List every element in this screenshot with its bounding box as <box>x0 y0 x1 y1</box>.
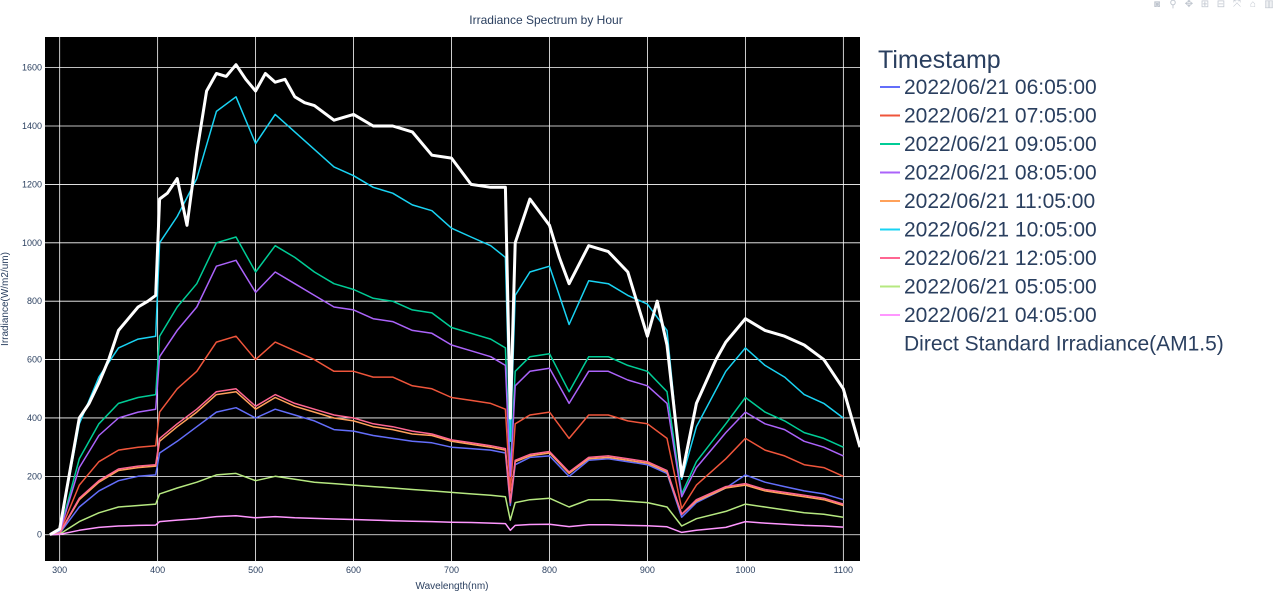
reset-axes-icon[interactable]: ⌂ <box>1249 0 1257 10</box>
series-line <box>49 406 844 536</box>
x-tick-label: 1100 <box>834 565 853 575</box>
legend-item[interactable]: 2022/06/21 06:05:00 <box>904 76 1097 99</box>
x-tick-label: 300 <box>52 565 67 575</box>
series-line <box>49 236 844 536</box>
x-tick-label: 800 <box>542 565 557 575</box>
chart-modebar: ◙ ⚲ ✥ ⊞ ⊟ ⤧ ⌂ ▥ <box>1152 0 1274 12</box>
plot-area <box>45 37 860 561</box>
series-line <box>49 335 844 536</box>
legend-item[interactable]: 2022/06/21 08:05:00 <box>904 162 1097 185</box>
zoom-out-icon[interactable]: ⊟ <box>1216 0 1226 10</box>
legend-item[interactable]: 2022/06/21 12:05:00 <box>904 247 1097 270</box>
y-axis-ticks: 0 200 400 600 800 1000 1200 1400 1600 <box>22 63 42 540</box>
x-tick-label: 400 <box>150 565 165 575</box>
x-tick-label: 1000 <box>735 565 755 575</box>
series-line <box>49 388 844 536</box>
legend-item[interactable]: 2022/06/21 10:05:00 <box>904 219 1097 242</box>
legend-item[interactable]: 2022/06/21 04:05:00 <box>904 304 1097 327</box>
x-tick-label: 600 <box>346 565 361 575</box>
series-line <box>49 515 844 536</box>
y-tick-label: 1600 <box>22 63 42 73</box>
legend-item[interactable]: 2022/06/21 11:05:00 <box>904 190 1095 213</box>
autoscale-icon[interactable]: ⤧ <box>1233 0 1241 10</box>
y-tick-label: 1000 <box>22 238 42 248</box>
chart-title: Irradiance Spectrum by Hour <box>469 13 622 27</box>
series-line <box>49 63 862 536</box>
pan-icon[interactable]: ✥ <box>1184 0 1194 10</box>
legend-item[interactable]: 2022/06/21 09:05:00 <box>904 133 1097 156</box>
series-line <box>49 259 844 536</box>
legend-item[interactable]: 2022/06/21 07:05:00 <box>904 105 1097 128</box>
series-line <box>49 96 844 536</box>
y-tick-label: 400 <box>27 413 42 423</box>
series-group <box>49 63 862 536</box>
y-tick-label: 0 <box>37 530 42 540</box>
legend[interactable]: Timestamp 2022/06/21 06:05:00 2022/06/21 … <box>878 46 1224 356</box>
y-tick-label: 200 <box>27 471 42 481</box>
camera-icon[interactable]: ◙ <box>1153 0 1161 10</box>
legend-title: Timestamp <box>878 46 1001 74</box>
series-line <box>49 472 844 536</box>
y-tick-label: 800 <box>27 296 42 306</box>
x-tick-label: 900 <box>640 565 655 575</box>
y-tick-label: 1400 <box>22 121 42 131</box>
x-axis-ticks: 300 400 500 600 700 800 900 1000 1100 <box>52 565 853 575</box>
y-axis-title: Irradiance(W/m2/um) <box>0 252 11 346</box>
zoom-icon[interactable]: ⚲ <box>1169 0 1177 10</box>
x-axis-title: Wavelength(nm) <box>416 581 489 592</box>
y-tick-label: 600 <box>27 355 42 365</box>
zoom-in-icon[interactable]: ⊞ <box>1200 0 1210 10</box>
plotly-logo-icon[interactable]: ▥ <box>1264 0 1274 10</box>
y-tick-label: 1200 <box>22 179 42 189</box>
legend-item[interactable]: Direct Standard Irradiance(AM1.5) <box>904 333 1224 356</box>
grid-lines <box>45 37 860 561</box>
legend-item[interactable]: 2022/06/21 05:05:00 <box>904 276 1097 299</box>
x-tick-label: 700 <box>444 565 459 575</box>
x-tick-label: 500 <box>248 565 263 575</box>
